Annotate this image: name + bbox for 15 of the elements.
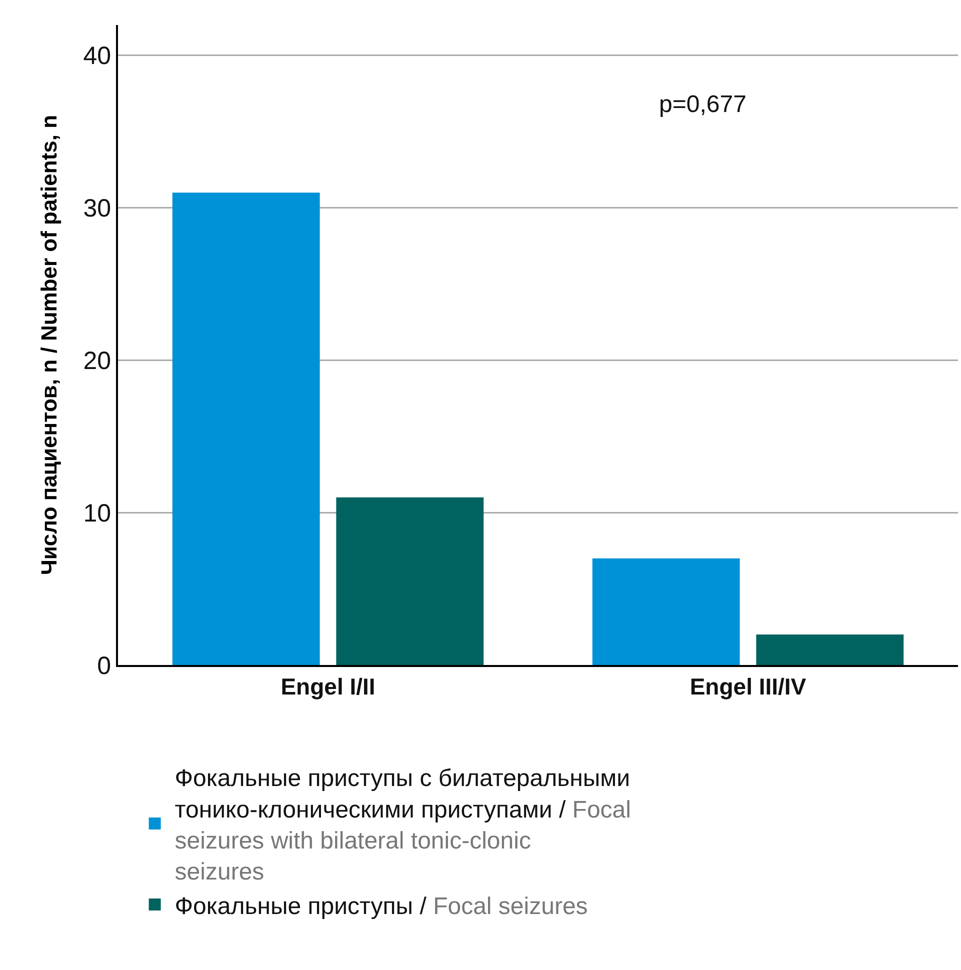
y-tick-label: 10 [83, 499, 111, 528]
x-tick-label: Engel I/II [280, 674, 376, 700]
y-tick-label: 40 [83, 42, 111, 70]
y-tick-label: 20 [83, 346, 111, 375]
annotation: p=0,677 [659, 91, 746, 118]
text: Фокальные приступы с билатеральными тонико-клоническими приступами / Focal seizures with bilateral tonic-clonic seizures [174, 765, 631, 886]
y-axis-title: Число пациентов, n / Number of patients, n [36, 114, 62, 576]
x-tick-label: Engel III/IV [690, 674, 807, 700]
bar [336, 497, 484, 665]
bar [756, 634, 904, 665]
bar [172, 192, 320, 665]
legend-label: Фокальные приступы / Focal seizures [174, 892, 588, 920]
bar [592, 558, 740, 665]
y-tick-label: 0 [97, 652, 111, 680]
y-tick-label: 30 [83, 194, 111, 223]
